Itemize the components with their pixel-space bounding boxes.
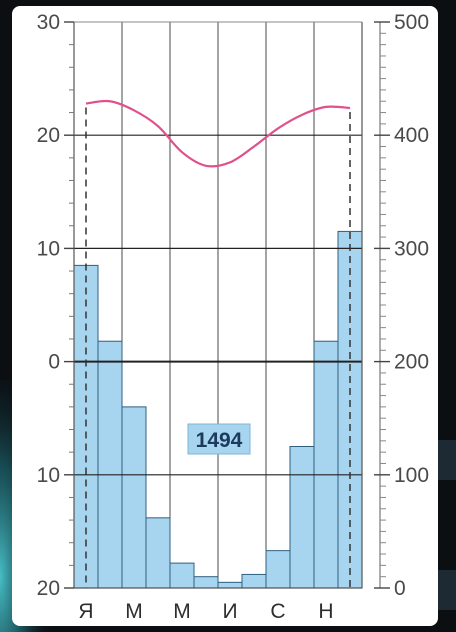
precipitation-bar: [169, 562, 195, 589]
temperature-tick-label: 10: [37, 237, 60, 260]
precipitation-bars: [73, 230, 363, 589]
temperature-tick-label: 20: [37, 124, 60, 147]
month-label: Я: [78, 600, 93, 623]
month-label: М: [173, 600, 191, 623]
precipitation-tick-label: 200: [394, 351, 429, 374]
month-label: М: [125, 600, 143, 623]
precipitation-axis-ticks: 500 400 300 200 100 0: [374, 11, 429, 600]
month-label: И: [222, 600, 237, 623]
temperature-tick-label: 30: [37, 11, 60, 34]
precipitation-tick-label: 0: [394, 577, 406, 600]
temperature-axis-ticks: 30 20 10 0 10 20: [37, 11, 74, 600]
precipitation-bar: [145, 517, 171, 589]
precipitation-tick-label: 400: [394, 124, 429, 147]
annual-total-value: 1494: [196, 429, 243, 452]
month-label: Н: [318, 600, 333, 623]
temperature-gridlines: [74, 134, 362, 476]
precipitation-tick-label: 100: [394, 464, 429, 487]
precipitation-tick-label: 500: [394, 11, 429, 34]
temperature-line: [85, 99, 351, 168]
edge-panel-decoration: [438, 440, 456, 480]
temperature-tick-label: 10: [37, 464, 60, 487]
precipitation-bar: [241, 573, 267, 589]
edge-panel-decoration: [438, 570, 456, 610]
precipitation-bar: [337, 230, 363, 589]
precipitation-bar: [265, 550, 291, 589]
precipitation-bar: [121, 406, 147, 589]
precipitation-bar: [193, 576, 219, 589]
precipitation-bar: [313, 340, 339, 589]
month-label: С: [270, 600, 285, 623]
precipitation-bar: [289, 446, 315, 589]
driest-month-dashes: [85, 107, 351, 588]
precipitation-tick-label: 300: [394, 237, 429, 260]
temperature-tick-label: 20: [37, 577, 60, 600]
precipitation-bar: [217, 581, 243, 589]
precipitation-bar: [97, 340, 123, 589]
temperature-tick-label: 0: [48, 351, 60, 374]
annual-total-box: 1494: [187, 423, 251, 455]
